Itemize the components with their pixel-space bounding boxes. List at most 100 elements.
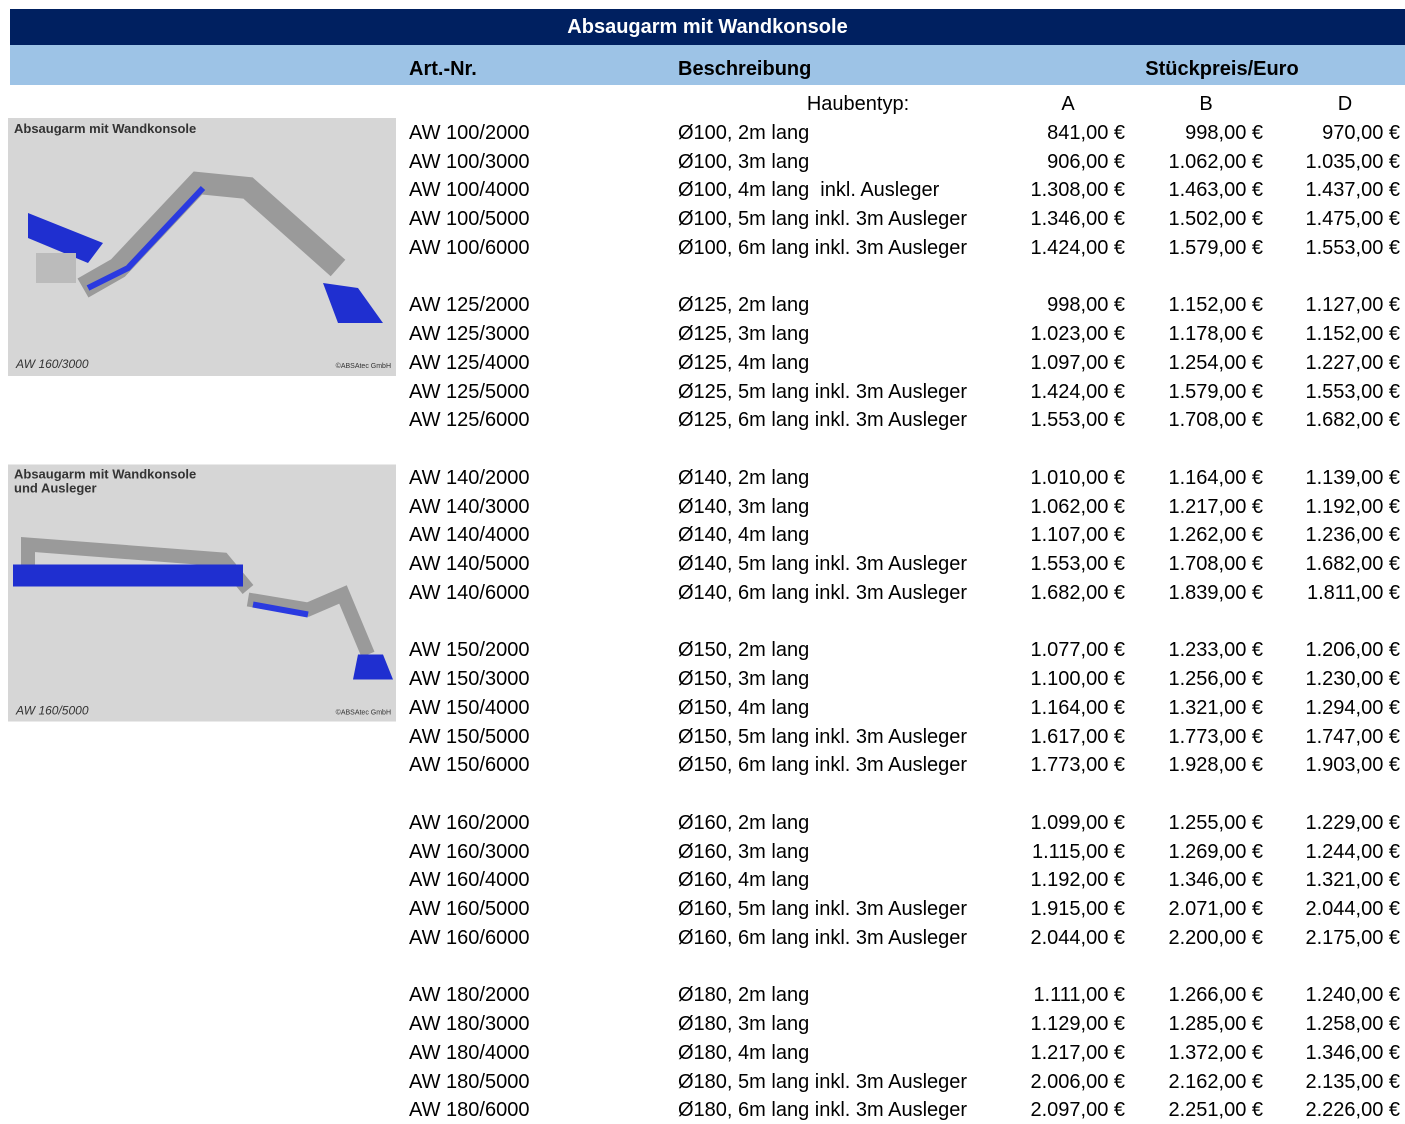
- price: 1.617,00 €: [1030, 725, 1125, 748]
- article-number: AW 180/4000: [409, 1041, 530, 1064]
- price: 1.152,00 €: [1305, 323, 1400, 345]
- price: 2.006,00 €: [1030, 1070, 1125, 1093]
- description: Ø100, 3m lang: [678, 150, 810, 173]
- article-number: AW 100/4000: [409, 179, 530, 202]
- price: 1.262,00 €: [1168, 524, 1263, 547]
- price: 1.773,00 €: [1168, 725, 1263, 748]
- price: 1.206,00 €: [1305, 639, 1400, 662]
- price: 1.579,00 €: [1168, 380, 1263, 403]
- price: 1.346,00 €: [1030, 208, 1125, 230]
- price: 1.244,00 €: [1305, 840, 1400, 863]
- description: Ø100, 6m lang inkl. 3m Ausleger: [678, 236, 968, 259]
- description: Ø100, 4m lang inkl. Ausleger: [678, 179, 940, 202]
- price: 998,00 €: [1047, 294, 1125, 317]
- article-number: AW 150/4000: [409, 696, 530, 719]
- price: 1.107,00 €: [1030, 524, 1125, 547]
- price: 1.424,00 €: [1030, 236, 1125, 259]
- price: 1.285,00 €: [1168, 1013, 1263, 1035]
- article-number: AW 140/3000: [409, 495, 530, 518]
- price: 2.135,00 €: [1305, 1070, 1400, 1093]
- price: 1.152,00 €: [1168, 294, 1263, 317]
- price: 1.437,00 €: [1305, 179, 1400, 202]
- description: Ø160, 4m lang: [678, 869, 810, 892]
- price: 1.256,00 €: [1168, 668, 1263, 690]
- article-number: AW 180/6000: [409, 1099, 530, 1122]
- image-credit: ©ABSAtec GmbH: [336, 362, 391, 370]
- price: 1.077,00 €: [1030, 639, 1125, 662]
- description: Ø140, 5m lang inkl. 3m Ausleger: [678, 553, 968, 575]
- price: 1.217,00 €: [1030, 1041, 1125, 1064]
- price: 1.062,00 €: [1030, 495, 1125, 518]
- hood-label: Haubentyp:: [806, 93, 910, 115]
- price: 1.100,00 €: [1030, 668, 1125, 690]
- article-number: AW 160/5000: [409, 898, 530, 920]
- price: 1.233,00 €: [1168, 639, 1263, 662]
- article-number: AW 160/3000: [409, 840, 530, 863]
- price: 1.115,00 €: [1031, 840, 1125, 863]
- price: 841,00 €: [1047, 121, 1125, 144]
- description: Ø125, 2m lang: [678, 294, 810, 317]
- price: 1.294,00 €: [1305, 696, 1400, 719]
- price: 1.229,00 €: [1305, 811, 1400, 834]
- price: 1.553,00 €: [1030, 553, 1125, 575]
- description: Ø140, 2m lang: [678, 466, 810, 489]
- price: 1.164,00 €: [1168, 466, 1263, 489]
- price: 1.308,00 €: [1030, 179, 1125, 202]
- article-number: AW 150/6000: [409, 754, 530, 777]
- description: Ø140, 4m lang: [678, 524, 810, 547]
- price: 2.175,00 €: [1305, 926, 1400, 949]
- price: 1.579,00 €: [1168, 236, 1263, 259]
- price: 2.251,00 €: [1168, 1099, 1263, 1122]
- price: 1.928,00 €: [1168, 754, 1263, 777]
- description: Ø125, 5m lang inkl. 3m Ausleger: [678, 380, 968, 403]
- price: 1.463,00 €: [1168, 179, 1263, 202]
- col-header: Beschreibung: [678, 58, 812, 80]
- price: 1.811,00 €: [1306, 581, 1400, 604]
- price: 970,00 €: [1322, 121, 1400, 144]
- description: Ø180, 6m lang inkl. 3m Ausleger: [678, 1099, 968, 1122]
- header-bar: [10, 45, 1405, 85]
- article-number: AW 125/6000: [409, 409, 530, 432]
- price: 1.129,00 €: [1030, 1013, 1125, 1035]
- price: 1.682,00 €: [1030, 581, 1125, 604]
- price: 1.062,00 €: [1168, 150, 1263, 173]
- price: 1.097,00 €: [1030, 351, 1125, 374]
- price: 1.903,00 €: [1305, 754, 1400, 777]
- price: 1.227,00 €: [1305, 351, 1400, 374]
- price: 1.035,00 €: [1305, 150, 1400, 173]
- price: 1.236,00 €: [1305, 524, 1400, 547]
- price: 1.346,00 €: [1305, 1041, 1400, 1064]
- price: 1.372,00 €: [1168, 1041, 1263, 1064]
- price: 1.553,00 €: [1305, 380, 1400, 403]
- article-number: AW 140/4000: [409, 524, 530, 547]
- price: 1.139,00 €: [1305, 466, 1400, 489]
- price: 1.164,00 €: [1030, 696, 1125, 719]
- price: 1.269,00 €: [1168, 840, 1263, 863]
- image-caption: Absaugarm mit Wandkonsole: [14, 467, 196, 482]
- article-number: AW 150/2000: [409, 639, 530, 662]
- article-number: AW 160/2000: [409, 811, 530, 834]
- price: 1.321,00 €: [1305, 869, 1400, 892]
- description: Ø125, 4m lang: [678, 351, 810, 374]
- description: Ø160, 2m lang: [678, 811, 810, 834]
- price: 1.127,00 €: [1305, 294, 1400, 317]
- description: Ø150, 3m lang: [678, 668, 810, 690]
- price: 1.424,00 €: [1030, 380, 1125, 403]
- description: Ø180, 5m lang inkl. 3m Ausleger: [678, 1070, 968, 1093]
- price: 1.502,00 €: [1168, 208, 1263, 230]
- article-number: AW 140/2000: [409, 466, 530, 489]
- price: 1.321,00 €: [1168, 696, 1263, 719]
- description: Ø180, 2m lang: [678, 984, 810, 1007]
- col-header: Stückpreis/Euro: [1145, 58, 1299, 80]
- price: 2.044,00 €: [1030, 926, 1125, 949]
- price: 1.708,00 €: [1168, 553, 1263, 575]
- title-bar: Absaugarm mit Wandkonsole: [10, 9, 1405, 45]
- description: Ø160, 3m lang: [678, 840, 810, 863]
- price: 1.192,00 €: [1030, 869, 1125, 892]
- article-number: AW 100/5000: [409, 208, 530, 230]
- article-number: AW 125/5000: [409, 380, 530, 403]
- hood-type: B: [1199, 93, 1213, 115]
- image-model: AW 160/5000: [15, 704, 89, 718]
- article-number: AW 125/4000: [409, 351, 530, 374]
